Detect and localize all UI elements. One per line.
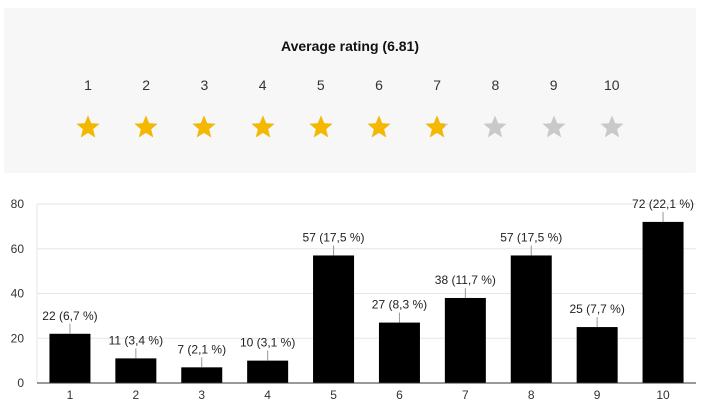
x-tick-label: 2	[133, 388, 140, 402]
rating-scale-label: 2	[142, 77, 151, 93]
bar	[444, 297, 486, 383]
x-tick-label: 7	[462, 388, 469, 402]
star-icon	[542, 115, 566, 138]
star-icon	[425, 115, 449, 138]
star-icon	[483, 115, 507, 138]
bar	[510, 255, 552, 383]
star-icon	[251, 115, 275, 138]
data-label: 57 (17,5 %)	[303, 230, 365, 244]
bar	[378, 322, 420, 383]
bar	[313, 255, 355, 383]
data-label: 25 (7,7 %)	[569, 302, 624, 316]
data-label: 57 (17,5 %)	[500, 230, 562, 244]
x-tick-label: 4	[264, 388, 271, 402]
rating-scale-label: 4	[258, 77, 267, 93]
rating-scale-label: 5	[316, 77, 325, 93]
rating-scale-label: 6	[375, 77, 383, 93]
bar	[642, 221, 684, 383]
star-icon	[76, 115, 100, 138]
rating-scale-label: 8	[491, 77, 500, 93]
rating-scale-label: 1	[84, 77, 92, 93]
bar	[49, 333, 91, 383]
star-icon	[134, 115, 158, 138]
x-tick-label: 10	[656, 388, 670, 402]
x-tick-label: 5	[330, 388, 337, 402]
y-tick-label: 40	[11, 287, 25, 301]
y-tick-label: 20	[11, 331, 25, 345]
data-label: 72 (22,1 %)	[632, 197, 694, 211]
data-label: 11 (3,4 %)	[109, 333, 163, 347]
data-label: 38 (11,7 %)	[435, 273, 496, 287]
x-tick-label: 1	[67, 388, 74, 402]
bar	[576, 327, 618, 383]
bar	[247, 360, 289, 383]
rating-title: Average rating (6.81)	[281, 38, 419, 54]
data-label: 27 (8,3 %)	[372, 298, 427, 312]
bar	[181, 367, 223, 383]
rating-scale-label: 9	[549, 77, 558, 93]
star-icon	[192, 115, 216, 138]
data-label: 22 (6,7 %)	[42, 309, 97, 323]
data-label: 10 (3,1 %)	[240, 336, 295, 350]
bar-chart: 0 20 40 60 80 22 (6,7 %) 1 11 (3,4 %) 2 7 (2,1 %)…	[0, 190, 705, 418]
x-tick-label: 6	[396, 388, 403, 402]
bar	[115, 358, 157, 383]
data-label: 7 (2,1 %)	[177, 342, 226, 356]
x-tick-label: 8	[528, 388, 535, 402]
x-tick-label: 9	[594, 388, 601, 402]
y-tick-label: 0	[17, 376, 24, 390]
rating-panel: Average rating (6.81) 1 2 3 4 5 6 7 8 9 10	[4, 8, 696, 173]
star-icon	[600, 115, 624, 138]
y-tick-label: 60	[11, 242, 25, 256]
x-tick-label: 3	[198, 388, 205, 402]
rating-scale-label: 10	[604, 77, 620, 93]
star-icon	[309, 115, 333, 138]
rating-scale-label: 7	[433, 77, 442, 93]
star-icon	[367, 115, 391, 138]
y-tick-label: 80	[11, 197, 25, 211]
rating-scale-label: 3	[200, 77, 209, 93]
bar-chart-svg: 0 20 40 60 80 22 (6,7 %) 1 11 (3,4 %) 2 7 (2,1 %)…	[11, 197, 696, 402]
